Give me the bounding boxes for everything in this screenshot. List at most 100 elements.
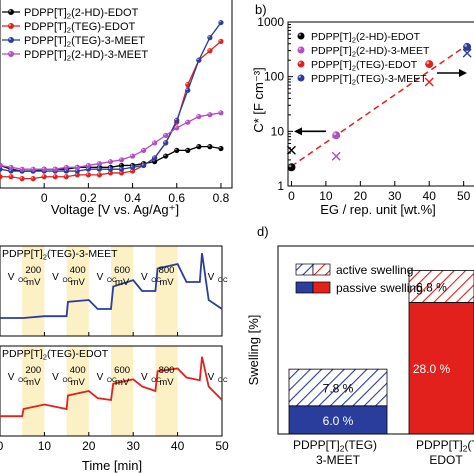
panel-a-point-shine — [208, 112, 210, 115]
panel-a-xtick-label: 0.6 — [168, 191, 185, 205]
panel-c-step-voc-sub: OC — [18, 277, 28, 284]
panel-a-point-shine — [163, 141, 166, 143]
panel-a-point — [174, 125, 180, 131]
panel-c-step-voc-sub: OC — [151, 377, 161, 384]
panel-c-step-voc: V — [208, 272, 215, 283]
panel-d-ylabel: Swelling [%] — [246, 315, 261, 386]
panel-b-point-shine — [464, 44, 468, 47]
panel-a-point — [207, 144, 213, 150]
panel-a-voltage-plot: 0 0.2 0.4 0.6 0.8PDPP[T]2(2-HD)-EDOTPDPP[T]2… — [0, 0, 233, 205]
panel-c-step-voc-sub: OC — [218, 377, 228, 384]
panel-b-frame — [287, 21, 474, 187]
panel-c-trace — [0, 356, 223, 418]
panel-a-legend-label: PDPP[T]2(TEG)-3-MEET — [24, 35, 145, 49]
panel-a-point — [19, 166, 25, 172]
panel-a-point-shine — [141, 163, 144, 166]
panel-a-point-shine — [119, 163, 122, 166]
panel-b-legend-marker — [297, 32, 305, 40]
panel-b-legend-label: PDPP[T]2(2-HD)-3-MEET — [311, 45, 430, 59]
panel-a-point-shine — [31, 167, 34, 170]
panel-a-frame — [0, 0, 233, 189]
panel-a-point-shine — [197, 144, 199, 147]
panel-b-xtick-label: 50 — [457, 189, 471, 203]
panel-b-xtick-label: 40 — [423, 189, 437, 203]
panel-a-xtick-label: 0.4 — [124, 191, 141, 205]
panel-c-xtick-label: 50 — [215, 439, 229, 453]
panel-b-label: b) — [255, 2, 267, 17]
panel-a-point — [129, 164, 136, 170]
panel-b-xtick-label: 30 — [388, 189, 402, 203]
panel-a-legend-marker-shine — [8, 9, 11, 12]
panel-a-point-shine — [75, 165, 78, 168]
panel-b-cross — [424, 77, 434, 87]
panel-a-point-shine — [20, 167, 23, 170]
panel-c-trace — [0, 253, 223, 319]
panel-d-legend-active-swatch-blue — [295, 263, 314, 276]
panel-a-point — [174, 117, 180, 123]
panel-a-point-shine — [119, 157, 122, 160]
panel-c-step-value: 200 — [25, 365, 41, 376]
panel-a-point — [41, 174, 47, 180]
panel-d-legend-passive-swatch-blue — [295, 281, 314, 294]
panel-a-point — [52, 174, 58, 180]
panel-c-step-voc: V — [97, 272, 104, 283]
panel-b-legend-label: PDPP[T]2(TEG)-3-MEET — [311, 73, 427, 87]
panel-a-point-shine — [9, 174, 12, 177]
panel-a-point-shine — [141, 148, 144, 151]
panel-a-point — [218, 38, 224, 44]
panel-a-point-shine — [197, 114, 199, 117]
panel-a-point — [52, 166, 58, 172]
panel-c-step-voc-sub: OC — [107, 377, 117, 384]
panel-a-point — [96, 160, 103, 167]
panel-d-category-label: PDPP[T]2(TEG) — [416, 438, 474, 454]
panel-a-point — [129, 153, 136, 159]
panel-b-legend-marker — [297, 74, 305, 82]
panel-b-ytick-label: 1 — [277, 179, 284, 193]
panel-c-title: PDPP[T]2(TEG)-EDOT — [2, 348, 109, 362]
panel-a-point-shine — [130, 165, 133, 168]
panel-a-xlabel: Voltage [V vs. Ag/Ag⁺] — [51, 202, 179, 217]
panel-b-legend-marker-shine — [298, 75, 301, 78]
panel-c-step-voc: V — [8, 372, 15, 383]
panel-b-ytick-label: 100 — [264, 70, 284, 84]
panel-a-point — [163, 153, 169, 159]
panel-d-bar-passive — [408, 301, 474, 435]
panel-a-point — [207, 35, 213, 41]
panel-b-point — [425, 60, 434, 69]
panel-a-point — [118, 157, 125, 163]
panel-c-step-voc: V — [52, 272, 59, 283]
panel-b-right-arrow-head — [459, 69, 467, 77]
panel-b-xtick-label: 20 — [354, 189, 368, 203]
panel-a-legend-marker-shine — [8, 37, 11, 40]
panel-b-point — [332, 131, 341, 140]
panel-a-point-shine — [152, 141, 155, 143]
panel-c-frame — [0, 345, 223, 437]
panel-a-legend-marker — [8, 37, 14, 43]
panel-c-voltage-band — [111, 246, 134, 336]
panel-d-label: d) — [257, 224, 269, 239]
panel-c-step-voc: V — [97, 372, 104, 383]
panel-b-legend-label: PDPP[T]2(2-HD)-EDOT — [311, 31, 421, 45]
panel-a-point-shine — [119, 167, 122, 170]
panel-c-xtick-label: 30 — [127, 439, 141, 453]
panel-a-point-shine — [174, 118, 177, 121]
panel-a-point-shine — [108, 167, 111, 170]
panel-a-point — [218, 145, 224, 152]
panel-a-legend-label: PDPP[T]2(2-HD)-EDOT — [24, 7, 139, 21]
panel-a-point — [85, 162, 91, 169]
panel-a-point-shine — [42, 174, 45, 177]
panel-a-point — [196, 57, 202, 63]
panel-b-xtick-label: 0 — [288, 189, 295, 203]
panel-a-point — [174, 147, 180, 153]
panel-a-point-shine — [219, 110, 221, 113]
panel-a-point — [8, 174, 14, 180]
panel-c-step-unit: mV — [159, 377, 174, 388]
panel-c-voltage-band — [155, 246, 178, 336]
panel-c-step-voc-sub: OC — [18, 377, 28, 384]
panel-b-xlabel: EG / rep. unit [wt.%] — [320, 202, 436, 217]
panel-a-point — [63, 164, 69, 170]
panel-a-point — [207, 112, 213, 118]
panel-a-point — [152, 155, 158, 161]
panel-b-capacitance-plot: 0 10 20 30 40 50 1 10 100 1000 PDPP[T]2(2-HD)-EDOT… — [257, 15, 474, 203]
panel-a-legend-marker — [8, 51, 14, 57]
